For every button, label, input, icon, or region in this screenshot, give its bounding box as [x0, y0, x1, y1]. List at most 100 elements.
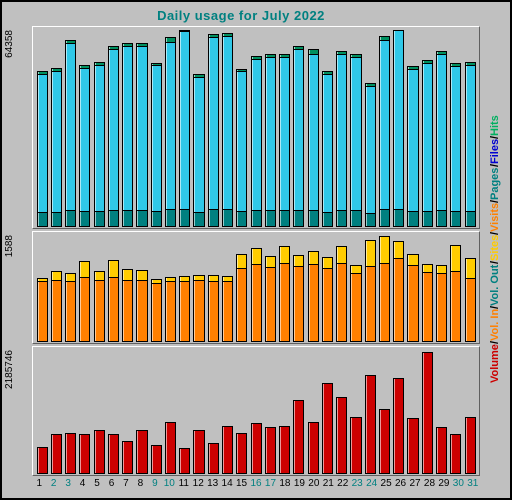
x-tick: 29	[437, 478, 451, 494]
volume-bar	[465, 417, 476, 474]
volume-bar	[393, 378, 404, 474]
bar-slot	[406, 348, 420, 474]
files-bar	[108, 49, 119, 227]
bar-slot	[363, 348, 377, 474]
visits-bar	[365, 266, 376, 342]
bar-slot	[349, 348, 363, 474]
bar-slot	[121, 28, 135, 227]
pages-bar	[122, 210, 133, 227]
x-tick: 1	[32, 478, 46, 494]
pages-bar	[136, 210, 147, 227]
files-bar	[336, 54, 347, 227]
bar-slot	[249, 28, 263, 227]
legend-separator: /	[487, 164, 503, 167]
pages-bar	[151, 211, 162, 227]
files-bar	[193, 77, 204, 227]
chart-title: Daily usage for July 2022	[2, 8, 480, 23]
bar-slot	[306, 233, 320, 342]
files-bar	[94, 65, 105, 227]
pages-bar	[222, 209, 233, 227]
volume-bar	[279, 426, 290, 474]
bar-slot	[292, 28, 306, 227]
visits-bar	[108, 277, 119, 342]
x-tick: 18	[278, 478, 292, 494]
x-tick: 12	[191, 478, 205, 494]
files-bar	[222, 36, 233, 227]
visits-bar	[193, 280, 204, 342]
visits-bar	[322, 268, 333, 342]
bar-slot	[149, 348, 163, 474]
volume-bar	[79, 434, 90, 474]
top-bars	[35, 28, 477, 227]
visits-bar	[179, 281, 190, 342]
visits-bar	[436, 273, 447, 342]
files-bar	[293, 49, 304, 227]
bot-panel: 2185746	[32, 346, 480, 476]
pages-bar	[422, 211, 433, 227]
pages-bar	[365, 213, 376, 227]
pages-bar	[51, 212, 62, 227]
bar-slot	[420, 348, 434, 474]
visits-bar	[136, 280, 147, 342]
volume-bar	[422, 352, 433, 474]
visits-bar	[422, 272, 433, 342]
pages-bar	[179, 209, 190, 227]
x-tick: 4	[75, 478, 89, 494]
visits-bar	[265, 267, 276, 342]
volume-bar	[51, 434, 62, 474]
files-bar	[365, 86, 376, 227]
x-tick: 27	[408, 478, 422, 494]
volume-bar	[179, 448, 190, 474]
visits-bar	[379, 263, 390, 343]
bar-slot	[349, 28, 363, 227]
volume-bar	[365, 375, 376, 474]
volume-bar	[65, 433, 76, 474]
legend-item: Visits	[489, 203, 501, 232]
legend-separator: /	[487, 200, 503, 203]
bar-slot	[64, 233, 78, 342]
files-bar	[122, 46, 133, 227]
x-tick: 22	[336, 478, 350, 494]
volume-bar	[208, 443, 219, 474]
bar-slot	[64, 348, 78, 474]
bar-slot	[249, 348, 263, 474]
volume-bar	[436, 427, 447, 474]
bar-slot	[78, 28, 92, 227]
x-tick: 10	[162, 478, 176, 494]
bar-slot	[434, 233, 448, 342]
files-bar	[65, 43, 76, 227]
visits-bar	[51, 280, 62, 342]
files-bar	[436, 54, 447, 227]
files-bar	[179, 31, 190, 227]
bar-slot	[263, 233, 277, 342]
volume-bar	[108, 434, 119, 474]
bar-slot	[320, 233, 334, 342]
pages-bar	[79, 211, 90, 227]
x-tick: 15	[234, 478, 248, 494]
bar-slot	[35, 348, 49, 474]
bar-slot	[106, 348, 120, 474]
x-tick: 8	[133, 478, 147, 494]
pages-bar	[293, 210, 304, 227]
x-tick: 21	[321, 478, 335, 494]
bar-slot	[49, 348, 63, 474]
legend-separator: /	[487, 261, 503, 264]
bar-slot	[320, 348, 334, 474]
bar-slot	[163, 233, 177, 342]
bar-slot	[163, 348, 177, 474]
volume-bar	[293, 400, 304, 474]
files-bar	[165, 42, 176, 227]
bar-slot	[377, 348, 391, 474]
visits-bar	[465, 278, 476, 342]
bar-slot	[420, 28, 434, 227]
top-ylabel: 64358	[4, 30, 15, 58]
top-panel: 64358	[32, 26, 480, 229]
pages-bar	[94, 211, 105, 227]
bar-slot	[434, 28, 448, 227]
visits-bar	[279, 263, 290, 343]
x-tick: 20	[307, 478, 321, 494]
x-tick: 5	[90, 478, 104, 494]
pages-bar	[251, 210, 262, 227]
bar-slot	[149, 28, 163, 227]
bar-slot	[278, 28, 292, 227]
